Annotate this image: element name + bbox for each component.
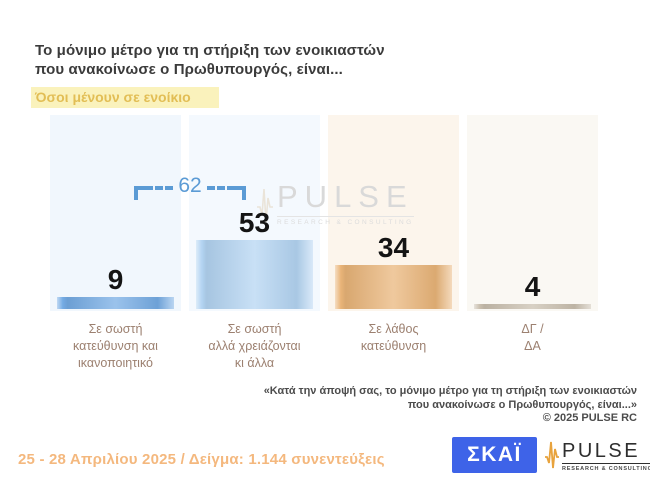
subtitle-highlight: Όσοι μένουν σε ενοίκιο — [31, 87, 219, 108]
bar-value-label: 53 — [238, 207, 271, 238]
chart-column: 53 Σε σωστή αλλά χρειάζονται κι άλλα — [189, 115, 320, 372]
bracket-dash-right — [206, 186, 236, 190]
source-note: «Κατά την άποψή σας, το μόνιμο μέτρο για… — [263, 385, 637, 424]
pulse-waveform-icon — [544, 436, 560, 477]
bar-panel: 53 — [189, 115, 320, 311]
bar-chart: 9 Σε σωστή κατεύθυνση και ικανοποιητικό … — [50, 115, 598, 372]
bar — [335, 265, 452, 309]
bar-panel: 34 — [328, 115, 459, 311]
category-label: Σε λάθος κατεύθυνση — [360, 322, 427, 353]
bar — [57, 297, 174, 309]
pulse-logo: PULSE RESEARCH & CONSULTING — [544, 436, 650, 477]
bar-value-label: 9 — [107, 264, 124, 295]
skai-logo: ΣΚΑΪ — [452, 437, 537, 473]
bracket-left-corner — [134, 186, 145, 200]
sum-bracket: 62 — [134, 175, 247, 200]
bracket-value: 62 — [178, 174, 202, 197]
chart-column: 4 ΔΓ / ΔΑ — [467, 115, 598, 372]
category-label: Σε σωστή κατεύθυνση και ικανοποιητικό — [73, 322, 158, 370]
chart-column: 34 Σε λάθος κατεύθυνση — [328, 115, 459, 372]
bar-panel: 9 — [50, 115, 181, 311]
bar — [474, 304, 591, 309]
chart-title: Το μόνιμο μέτρο για τη στήριξη των ενοικ… — [35, 42, 385, 78]
bar-value-label: 34 — [377, 232, 410, 263]
category-label: Σε σωστή αλλά χρειάζονται κι άλλα — [208, 322, 301, 370]
bracket-right-corner — [235, 186, 247, 200]
bracket-dash-left — [145, 186, 174, 190]
pulse-logo-brand: PULSE — [562, 440, 641, 463]
fieldwork-info: 25 - 28 Απριλίου 2025 / Δείγμα: 1.144 συ… — [18, 451, 385, 468]
bar — [196, 240, 313, 309]
category-label: ΔΓ / ΔΑ — [521, 322, 544, 353]
bar-value-label: 4 — [524, 271, 541, 302]
chart-column: 9 Σε σωστή κατεύθυνση και ικανοποιητικό — [50, 115, 181, 372]
bar-panel: 4 — [467, 115, 598, 311]
pulse-logo-sub: RESEARCH & CONSULTING — [562, 463, 650, 472]
